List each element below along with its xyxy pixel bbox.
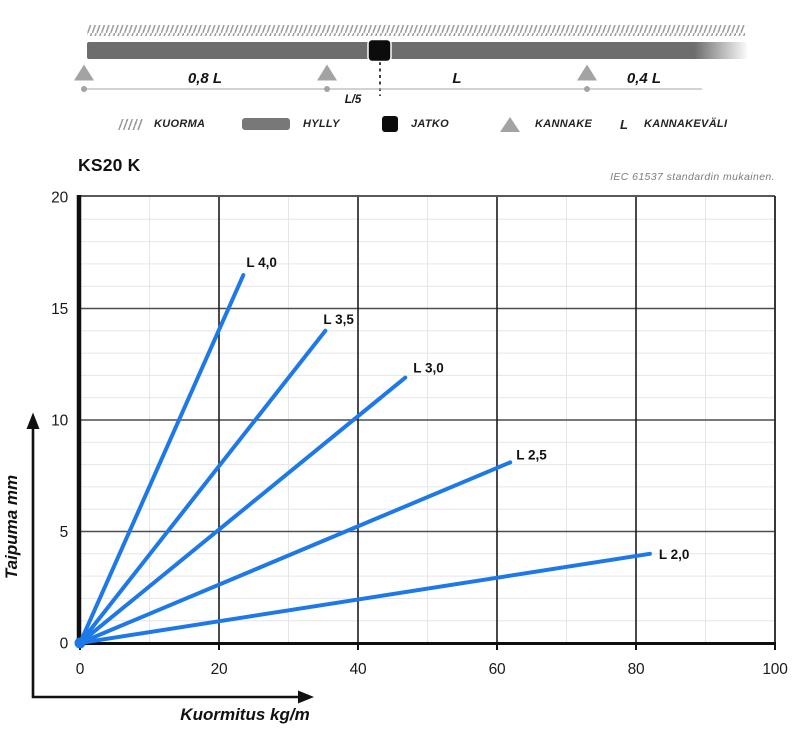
letter-L-symbol: L	[620, 116, 628, 132]
series-label: L 3,0	[413, 361, 444, 376]
x-tick-label: 0	[76, 661, 85, 678]
axis-arrows	[31, 425, 300, 699]
series-label: L 2,5	[516, 447, 547, 462]
beam-diagram: 0,8 L L 0,4 L L/5	[74, 25, 747, 106]
legend-item-jatko: JATKO	[382, 112, 449, 136]
series-label: L 3,5	[323, 312, 354, 327]
x-tick-label: 60	[489, 661, 506, 678]
legend-label: HYLLY	[303, 118, 340, 130]
legend-item-hylly: HYLLY	[242, 112, 340, 136]
x-axis-title: Kuormitus kg/m	[180, 705, 309, 724]
support-icon	[500, 116, 520, 132]
series-line	[78, 375, 408, 645]
series-line	[78, 273, 246, 645]
series-label: L 2,0	[659, 547, 690, 562]
legend-label: KANNAKEVÄLI	[643, 118, 728, 130]
series-line	[78, 460, 513, 645]
legend-item-kannake: KANNAKE	[500, 112, 592, 136]
series-line	[78, 328, 328, 645]
joint-offset-label: L/5	[345, 94, 362, 106]
legend-item-kannakevali: L KANNAKEVÄLI	[620, 112, 727, 136]
span-label-mid: L	[452, 70, 461, 87]
joint-square	[367, 38, 392, 63]
x-tick-label: 100	[762, 661, 788, 678]
legend-label: KANNAKE	[535, 118, 593, 130]
y-tick-label: 0	[60, 636, 69, 653]
origin-dot	[74, 637, 86, 649]
span-label-right: 0,4 L	[627, 70, 661, 87]
shelf-icon	[242, 118, 290, 130]
y-tick-label: 10	[51, 413, 68, 430]
span-dot	[584, 86, 590, 92]
y-tick-label: 5	[60, 524, 68, 541]
x-tick-label: 20	[211, 661, 228, 678]
y-axis-arrowhead-icon	[26, 412, 40, 429]
x-tick-label: 40	[350, 661, 367, 678]
legend: KUORMA HYLLY JATKO KANNAKE L KANNAKEVÄLI	[0, 112, 800, 140]
support-triangle	[74, 64, 94, 81]
series-line	[78, 551, 652, 645]
y-tick-label: 15	[51, 301, 68, 318]
load-hatch	[87, 25, 745, 36]
legend-label: JATKO	[411, 118, 449, 130]
series-label: L 4,0	[246, 255, 277, 270]
chart-title: KS20 K	[78, 155, 141, 175]
joint-icon	[382, 116, 398, 132]
span-dot	[81, 86, 87, 92]
span-label-left: 0,8 L	[188, 70, 222, 87]
legend-label: KUORMA	[154, 118, 206, 130]
y-tick-label: 20	[51, 190, 68, 207]
span-dot	[324, 86, 330, 92]
x-axis-arrowhead-icon	[298, 690, 314, 704]
legend-item-kuorma: KUORMA	[117, 112, 206, 136]
y-axis-title: Taipuma mm	[2, 475, 21, 579]
chart-note: IEC 61537 standardin mukainen.	[610, 171, 775, 183]
support-triangle	[577, 64, 597, 81]
x-tick-label: 80	[628, 661, 645, 678]
support-triangle	[317, 64, 337, 81]
shelf-beam	[87, 42, 747, 59]
